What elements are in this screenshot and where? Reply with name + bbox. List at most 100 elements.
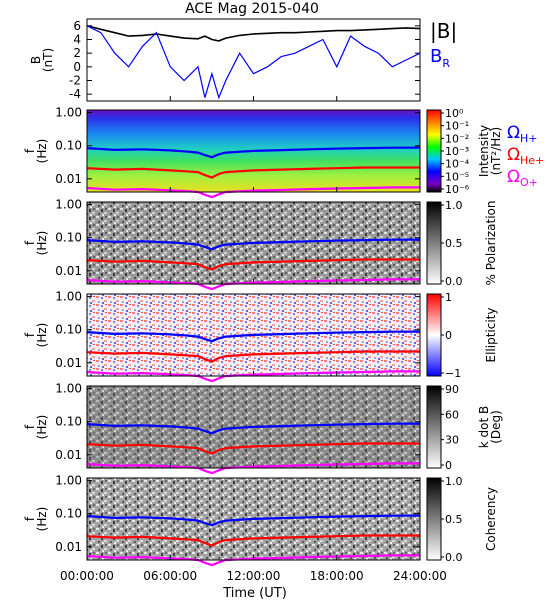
spectral-panels: 1.000.100.01f(Hz)10⁰10⁻¹10⁻²10⁻³10⁻⁴10⁻⁵…: [23, 106, 503, 567]
figure-title: ACE Mag 2015-040: [185, 1, 319, 17]
freq-tick-label: 0.01: [55, 172, 82, 186]
ellipticity-gyro-line-heplus: [86, 350, 420, 363]
polarization-colorbar-tick-label: 0.5: [445, 237, 463, 250]
kdotb-gyro-line-oplus: [86, 462, 420, 475]
polarization-colorbar-label: % Polarization: [484, 201, 498, 286]
coherency-colorbar-tick-label: 0.0: [445, 551, 463, 564]
polarization-colorbar-tick-label: 1.0: [445, 199, 463, 212]
polarization-gyro-line-hplus: [86, 238, 421, 251]
coherency-colorbar-tick-label: 0.5: [445, 513, 463, 526]
x-tick-label: 00:00:00: [60, 569, 114, 583]
kdotb-colorbar-unit: (Deg): [489, 410, 503, 444]
ellipticity-colorbar-label: Ellipticity: [484, 308, 498, 363]
field-radial-line: [86, 25, 421, 100]
intensity-gyro-line-heplus: [86, 166, 420, 179]
freq-tick-label: 0.10: [55, 415, 82, 429]
kdotb-gyro-line-hplus: [86, 422, 421, 435]
legend-total-b: |B|: [430, 19, 457, 43]
field-y-tick-label: 0: [73, 60, 81, 74]
ellipticity-ylabel: f: [23, 332, 37, 337]
coherency-yunit: (Hz): [35, 507, 49, 532]
kdotb-colorbar-tick-label: 0: [445, 459, 452, 472]
freq-tick-label: 0.01: [55, 356, 82, 370]
field-panel-frame: [86, 18, 421, 102]
gyro-legend-symbol: Ω: [507, 145, 520, 165]
intensity-gyro-line-oplus: [86, 186, 420, 199]
freq-tick-label: 0.10: [55, 507, 82, 521]
gyro-legend-symbol: Ω: [507, 167, 520, 187]
ellipticity-gyro-line-oplus: [86, 370, 420, 383]
gyro-legend-symbol: Ω: [507, 123, 520, 143]
field-yunit: (nT): [41, 48, 55, 72]
freq-tick-label: 0.01: [55, 448, 82, 462]
kdotb-colorbar-label: k dot B: [477, 406, 491, 448]
polarization-gyro-line-oplus: [86, 278, 420, 291]
polarization-ylabel: f: [23, 240, 37, 245]
gyro-legend-item: ΩHe+: [507, 145, 544, 167]
kdotb-colorbar: [426, 385, 442, 469]
ellipticity-colorbar-tick-label: 0: [445, 329, 452, 342]
intensity-yunit: (Hz): [35, 139, 49, 164]
freq-tick-label: 1.00: [55, 198, 82, 212]
freq-tick-label: 0.01: [55, 540, 82, 554]
intensity-gyro-line-hplus: [86, 146, 421, 159]
intensity-colorbar-tick-label: 10⁻¹: [445, 120, 469, 133]
freq-tick-label: 0.01: [55, 264, 82, 278]
coherency-panel: 1.00 0.10 0.01 f(Hz) 1.0 0.5 0.0 Coherency: [23, 474, 498, 567]
x-tick-label: 06:00:00: [143, 569, 197, 583]
intensity-colorbar-unit: (nT²/Hz): [489, 127, 503, 175]
intensity-panel: 1.00 0.10 0.01 f(Hz) 10⁰10⁻¹10⁻²10⁻³10⁻⁴10⁻⁵…: [23, 106, 503, 199]
ellipticity-panel: 1.00 0.10 0.01 f(Hz) 1 0 −1 Ellipticity: [23, 290, 498, 383]
field-ylabel: B: [29, 56, 43, 64]
field-y-tick-label: -4: [69, 87, 81, 101]
intensity-colorbar-tick-label: 10⁻⁵: [445, 170, 469, 183]
x-axis-label: Time (UT): [222, 586, 287, 600]
intensity-ylabel: f: [23, 148, 37, 153]
polarization-colorbar: [426, 201, 442, 285]
freq-tick-label: 0.10: [55, 231, 82, 245]
legend-radial-b-sub: R: [442, 57, 450, 70]
freq-tick-label: 0.10: [55, 139, 82, 153]
kdotb-gyro-line-heplus: [86, 442, 420, 455]
coherency-colorbar-label: Coherency: [484, 487, 498, 551]
gyro-legend-item: ΩO+: [507, 167, 538, 189]
kdotb-colorbar-tick-label: 30: [445, 434, 459, 447]
field-y-tick-label: -2: [69, 74, 81, 88]
polarization-colorbar-tick-label: 0.0: [445, 275, 463, 288]
field-y-tick-label: 6: [73, 19, 81, 33]
intensity-colorbar-tick-label: 10⁻⁴: [445, 158, 470, 171]
legend-radial-b-main: B: [430, 46, 442, 67]
gyro-legend: ΩH+ΩHe+ΩO+: [507, 123, 544, 189]
intensity-colorbar-tick-label: 10⁻²: [445, 132, 469, 145]
x-tick-label: 18:00:00: [310, 569, 364, 583]
coherency-ylabel: f: [23, 516, 37, 521]
x-axis: 00:00:00 06:00:00 12:00:00 18:00:00 24:00:00: [60, 96, 447, 583]
intensity-colorbar: [426, 109, 442, 193]
field-lines: [86, 25, 421, 100]
kdotb-colorbar-tick-label: 90: [445, 383, 459, 396]
x-tick-label: 24:00:00: [393, 569, 447, 583]
field-y-tick-label: 2: [73, 46, 81, 60]
ellipticity-colorbar: [426, 293, 442, 377]
freq-tick-label: 1.00: [55, 106, 82, 120]
legend-radial-b: BR: [430, 46, 450, 70]
coherency-gyro-line-hplus: [86, 514, 421, 527]
polarization-yunit: (Hz): [35, 231, 49, 256]
coherency-colorbar-tick-label: 1.0: [445, 475, 463, 488]
kdotb-colorbar-tick-label: 60: [445, 408, 459, 421]
kdotb-yunit: (Hz): [35, 415, 49, 440]
coherency-colorbar: [426, 477, 442, 561]
freq-tick-label: 0.10: [55, 323, 82, 337]
gyro-legend-sub: H+: [520, 132, 538, 145]
field-total-line: [86, 25, 421, 42]
polarization-gyro-line-heplus: [86, 258, 420, 271]
ellipticity-colorbar-tick-label: −1: [445, 367, 461, 380]
intensity-colorbar-tick-label: 10⁻⁶: [445, 183, 470, 196]
coherency-gyro-line-heplus: [86, 534, 420, 547]
intensity-colorbar-tick-label: 10⁻³: [445, 145, 469, 158]
freq-tick-label: 1.00: [55, 474, 82, 488]
gyro-legend-sub: He+: [520, 154, 544, 167]
